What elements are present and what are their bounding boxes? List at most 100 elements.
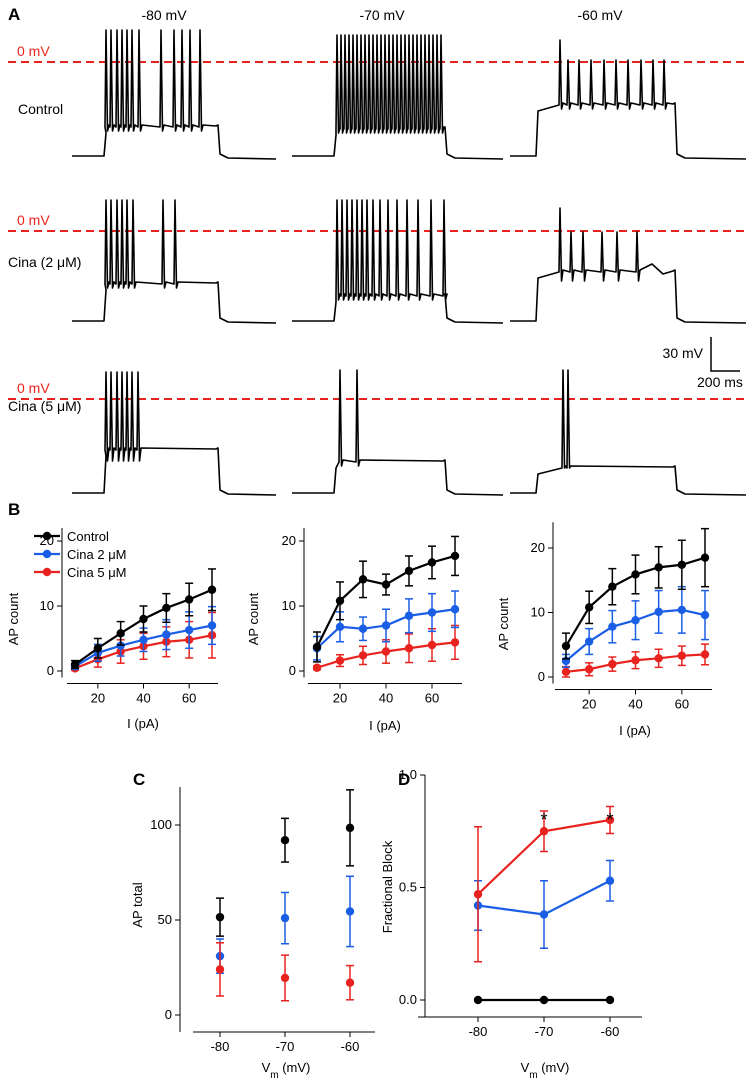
y-tick-label: 0.5 [399,880,417,895]
legend-label: Control [67,529,109,544]
x-tick-label: 40 [136,691,150,706]
data-point [358,624,368,633]
x-tick-label: 40 [628,696,642,711]
data-point [608,582,617,591]
data-point [345,978,355,987]
data-point [381,621,391,630]
data-point [381,647,391,656]
data-point [427,608,437,617]
trace-row1-col2 [292,34,504,160]
data-point [184,625,194,635]
data-point [605,876,615,885]
y-tick-label: 20 [282,533,296,548]
data-point [608,622,617,631]
data-point [700,610,710,620]
data-point [450,551,460,561]
y-tick-label: 100 [150,817,172,832]
data-point [345,907,355,916]
row-label-cina5: Cina (5 μM) [8,398,81,414]
y-tick-label: 0.0 [399,992,417,1007]
y-tick-label: 0 [47,663,54,678]
data-point [450,638,460,647]
y-tick-label: 0 [538,669,545,684]
data-point [215,965,225,974]
data-point [473,890,483,899]
data-point [561,667,571,677]
data-point [631,570,640,579]
data-point [335,622,345,631]
zero-mv-label-row2: 0 mV [17,212,50,228]
trace-row3-col3 [510,369,747,496]
x-tick-label: 20 [582,696,596,711]
legend-marker [42,549,52,559]
legend-label: Cina 2 μM [67,547,127,562]
data-point [358,575,368,584]
x-tick-label: -60 [601,1024,620,1039]
y-axis-label: AP total [130,882,145,927]
data-point [584,603,594,612]
trace-row2-col2 [292,199,504,324]
data-point [404,644,414,653]
data-point [162,630,171,639]
y-axis-label: AP count [496,597,511,650]
y-tick-label: 0 [289,663,296,678]
chart-b-70mv: 0 10 20 20 40 60 AP count I (pA) [246,528,462,733]
chart-c-ap-total: 0 50 100 -80 -70 -60 AP total Vm (mV) [130,787,375,1079]
voltage-traces [72,29,747,496]
y-axis-label: AP count [246,592,261,645]
panel-letter-b: B [8,500,20,519]
data-point [700,553,710,562]
data-point [404,611,414,620]
zero-mv-label-row3: 0 mV [17,380,50,396]
data-point [93,644,103,653]
y-axis-label: Fractional Block [380,840,395,933]
data-point [539,995,549,1005]
voltage-label-80: -80 mV [141,7,187,23]
data-point [312,663,322,672]
data-point [605,995,615,1005]
data-point [654,654,663,663]
trace-row1-col3 [510,39,747,160]
x-tick-label: -70 [276,1039,295,1054]
data-point [280,973,290,983]
data-point [358,651,368,660]
y-tick-label: 10 [40,598,54,613]
x-axis-label: Vm (mV) [521,1060,570,1079]
data-point [561,641,571,651]
data-point [631,656,640,665]
data-point [631,616,640,625]
data-point [677,605,687,615]
x-axis-label: I (pA) [369,718,401,733]
data-point [116,629,125,638]
data-point [139,614,148,624]
data-point [677,560,687,569]
x-axis-label: Vm (mV) [262,1060,311,1079]
significance-asterisk: * [540,810,547,830]
chart-d-fractional-block: 0.0 0.5 1.0 -80 -70 -60 Fractional Block Vm (mV… [380,767,642,1079]
x-tick-label: 60 [425,691,439,706]
x-axis-label: I (pA) [619,723,651,738]
trace-row1-col1 [72,29,277,160]
panel-letter-c: C [133,770,145,789]
significance-asterisk: * [606,810,613,830]
x-tick-label: 20 [91,691,105,706]
voltage-label-60: -60 mV [577,7,623,23]
data-point [427,558,437,567]
panel-letter-d: D [398,770,410,789]
data-point [184,595,194,604]
x-tick-label: 60 [675,696,689,711]
y-tick-label: 0 [165,1007,172,1022]
legend-label: Cina 5 μM [67,565,127,580]
data-point [700,650,710,659]
trace-row2-col1 [72,199,277,324]
trace-row2-col3 [510,207,747,324]
zero-mv-label-row1: 0 mV [17,43,50,59]
data-point [427,640,437,650]
data-point [207,621,217,630]
data-point [654,563,663,572]
data-point [70,660,80,669]
x-tick-label: -80 [211,1039,230,1054]
y-axis-label: AP count [6,592,21,645]
trace-row3-col2 [292,369,504,496]
data-point [539,827,549,836]
